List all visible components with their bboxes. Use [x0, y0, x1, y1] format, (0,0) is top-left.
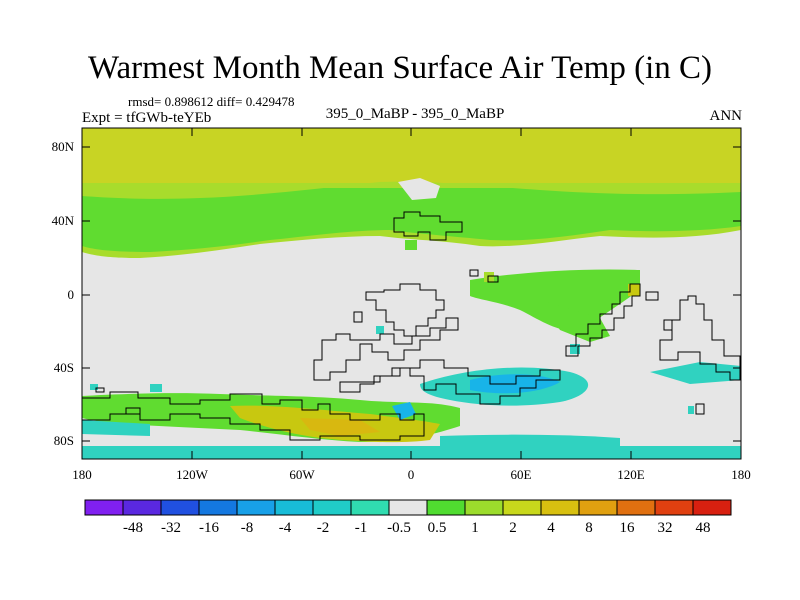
colorbar-label: -0.5 — [387, 520, 411, 536]
comparison-label: 395_0_MaBP - 395_0_MaBP — [325, 106, 505, 122]
africa-green-patch — [470, 269, 640, 331]
lon-label: 120W — [176, 467, 208, 482]
colorbar-box — [350, 499, 390, 516]
colorbar-label: 4 — [547, 520, 555, 536]
lon-label: 180 — [72, 467, 92, 482]
colorbar-label: 16 — [619, 520, 635, 536]
colorbar-label: 1 — [471, 520, 479, 536]
indian-green-patch — [540, 300, 610, 342]
colorbar-label: -4 — [278, 520, 292, 536]
small-patch — [570, 344, 580, 354]
arctic-yellow-band — [82, 128, 741, 183]
small-patch — [688, 406, 694, 414]
colorbar-label: -2 — [316, 520, 330, 536]
colorbar-box — [426, 499, 466, 516]
small-patch — [628, 284, 640, 296]
small-patch — [150, 384, 162, 392]
experiment-label: Expt = tfGWb-teYEb — [82, 110, 212, 126]
lon-label: 0 — [407, 467, 415, 482]
colorbar-box — [578, 499, 618, 516]
colorbar-label: 0.5 — [427, 520, 447, 536]
colorbar-box — [236, 499, 276, 516]
colorbar-box — [274, 499, 314, 516]
colorbar-box — [540, 499, 580, 516]
small-patch — [90, 384, 98, 390]
colorbar-box — [502, 499, 542, 516]
colorbar-box — [616, 499, 656, 516]
lon-label: 60W — [289, 467, 315, 482]
asia-grey-spot — [398, 178, 440, 200]
colorbar-box — [388, 499, 428, 516]
colorbar-label: 2 — [509, 520, 517, 536]
north-green-inner — [82, 188, 741, 252]
lon-label: 120E — [617, 467, 645, 482]
colorbar-box — [654, 499, 694, 516]
colorbar-box — [312, 499, 352, 516]
colorbar-box — [122, 499, 162, 516]
small-patch — [484, 272, 494, 282]
colorbar-box — [692, 499, 732, 516]
axis-ticks — [82, 128, 741, 459]
colorbar-label: 48 — [695, 520, 711, 536]
colorbar-label: -48 — [123, 520, 143, 536]
colorbar-box — [198, 499, 238, 516]
colorbar-label: -32 — [161, 520, 181, 536]
lon-label: 180 — [731, 467, 751, 482]
season-label: ANN — [709, 108, 743, 124]
lat-label: 0 — [67, 287, 75, 302]
weddell-blue — [392, 402, 416, 420]
ross-sea-cyan — [440, 434, 620, 446]
lat-label: 80N — [51, 139, 74, 154]
map-field — [82, 128, 741, 459]
colorbar-box — [84, 499, 124, 516]
lat-label: 40S — [53, 360, 74, 375]
small-patch — [376, 326, 384, 334]
antarctic-orange — [300, 418, 380, 436]
north-green-upper — [82, 181, 741, 199]
colorbar-label: 32 — [657, 520, 673, 536]
colorbar-label: -8 — [240, 520, 254, 536]
colorbar-box — [464, 499, 504, 516]
colorbar-label: -16 — [199, 520, 219, 536]
lat-label: 40N — [51, 213, 74, 228]
small-patch — [405, 240, 417, 250]
colorbar — [84, 499, 732, 516]
continent-outlines — [82, 211, 741, 441]
lon-label: 60E — [510, 467, 532, 482]
chart-title: Warmest Month Mean Surface Air Temp (in … — [87, 50, 713, 86]
colorbar-label: -1 — [354, 520, 368, 536]
colorbar-label: 8 — [585, 520, 593, 536]
stats-text: rmsd= 0.898612 diff= 0.429478 — [128, 94, 295, 109]
antarctic-cyan-left — [82, 420, 150, 436]
australia-cyan — [650, 362, 741, 384]
lat-label: 80S — [53, 433, 74, 448]
colorbar-box — [160, 499, 200, 516]
